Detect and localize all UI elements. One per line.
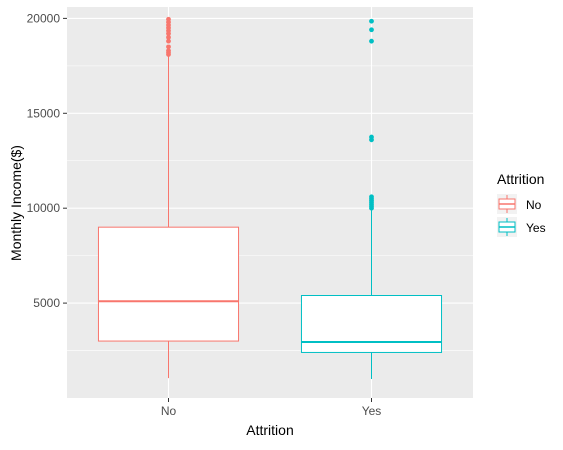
legend-key-no: No [497,194,542,214]
x-axis-label: Attrition [246,422,293,438]
y-tick-label: 20000 [27,11,61,25]
legend-key-yes: Yes [497,217,546,237]
iqr-box [97,226,240,342]
outlier-point [166,34,171,40]
legend-keys: No Yes [497,194,546,237]
outlier-point [369,38,374,44]
legend: Attrition No Yes [497,171,546,237]
x-tick-label: No [161,404,177,418]
y-tick-label: 15000 [27,106,61,120]
outlier-point [166,38,171,44]
axes: 5000 10000 15000 20000 No Yes [27,11,382,418]
y-tick-label: 5000 [33,296,60,310]
box-no [97,16,240,379]
legend-label: No [526,198,542,212]
legend-label: Yes [526,221,546,235]
y-axis-label: Monthly Income($) [8,145,24,261]
outlier-point [369,194,374,200]
outlier-point [166,48,171,54]
outlier-point [166,44,171,50]
boxes [97,16,443,380]
box-yes [300,18,443,380]
y-tick-label: 10000 [27,201,61,215]
iqr-box [300,295,443,353]
outlier-point [369,134,374,140]
outlier-point [166,16,171,22]
outlier-point [369,18,374,24]
x-tick-label: Yes [362,404,382,418]
legend-title: Attrition [497,171,544,187]
outlier-point [369,27,374,33]
